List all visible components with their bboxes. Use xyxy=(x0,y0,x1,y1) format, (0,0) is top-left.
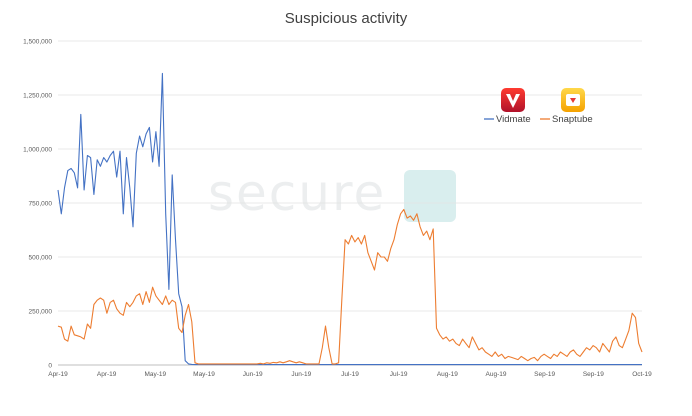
x-tick-label: May-19 xyxy=(144,371,166,378)
vidmate-app-icon xyxy=(501,88,525,112)
y-tick-label: 1,000,000 xyxy=(23,146,52,153)
series-line-snaptube xyxy=(57,208,643,365)
x-tick-label: Jul-19 xyxy=(341,371,359,378)
x-tick-label: May-19 xyxy=(193,371,215,378)
x-tick-label: Oct-19 xyxy=(632,371,652,378)
x-tick-label: Sep-19 xyxy=(583,371,604,378)
legend-label-vidmate: Vidmate xyxy=(496,114,531,125)
y-tick-label: 1,500,000 xyxy=(23,38,52,45)
gridlines xyxy=(58,40,642,312)
x-tick-label: Sep-19 xyxy=(534,371,555,378)
x-tick-label: Jun-19 xyxy=(291,371,311,378)
y-tick-label: 250,000 xyxy=(29,308,53,315)
series-line-vidmate xyxy=(57,72,642,366)
x-tick-label: Apr-19 xyxy=(48,371,68,378)
series-lines xyxy=(57,72,643,366)
watermark: secure xyxy=(208,164,456,222)
x-tick-label: Aug-19 xyxy=(486,371,507,378)
y-tick-label: 1,250,000 xyxy=(23,92,52,99)
snaptube-app-icon xyxy=(561,88,585,112)
chart-title: Suspicious activity xyxy=(284,10,408,27)
x-tick-label: Jun-19 xyxy=(243,371,263,378)
x-tick-label: Apr-19 xyxy=(97,371,117,378)
x-tick-label: Jul-19 xyxy=(390,371,408,378)
legend-label-snaptube: Snaptube xyxy=(552,114,593,125)
y-tick-label: 750,000 xyxy=(29,200,53,207)
x-tick-label: Aug-19 xyxy=(437,371,458,378)
legend: Vidmate Snaptube xyxy=(484,88,593,125)
watermark-text: secure xyxy=(208,164,386,222)
axes: 0 250,000 500,000 750,000 1,000,000 1,250,000… xyxy=(23,38,652,378)
y-tick-label: 500,000 xyxy=(29,254,53,261)
y-tick-label: 0 xyxy=(48,362,52,369)
watermark-logo-icon xyxy=(404,170,456,222)
